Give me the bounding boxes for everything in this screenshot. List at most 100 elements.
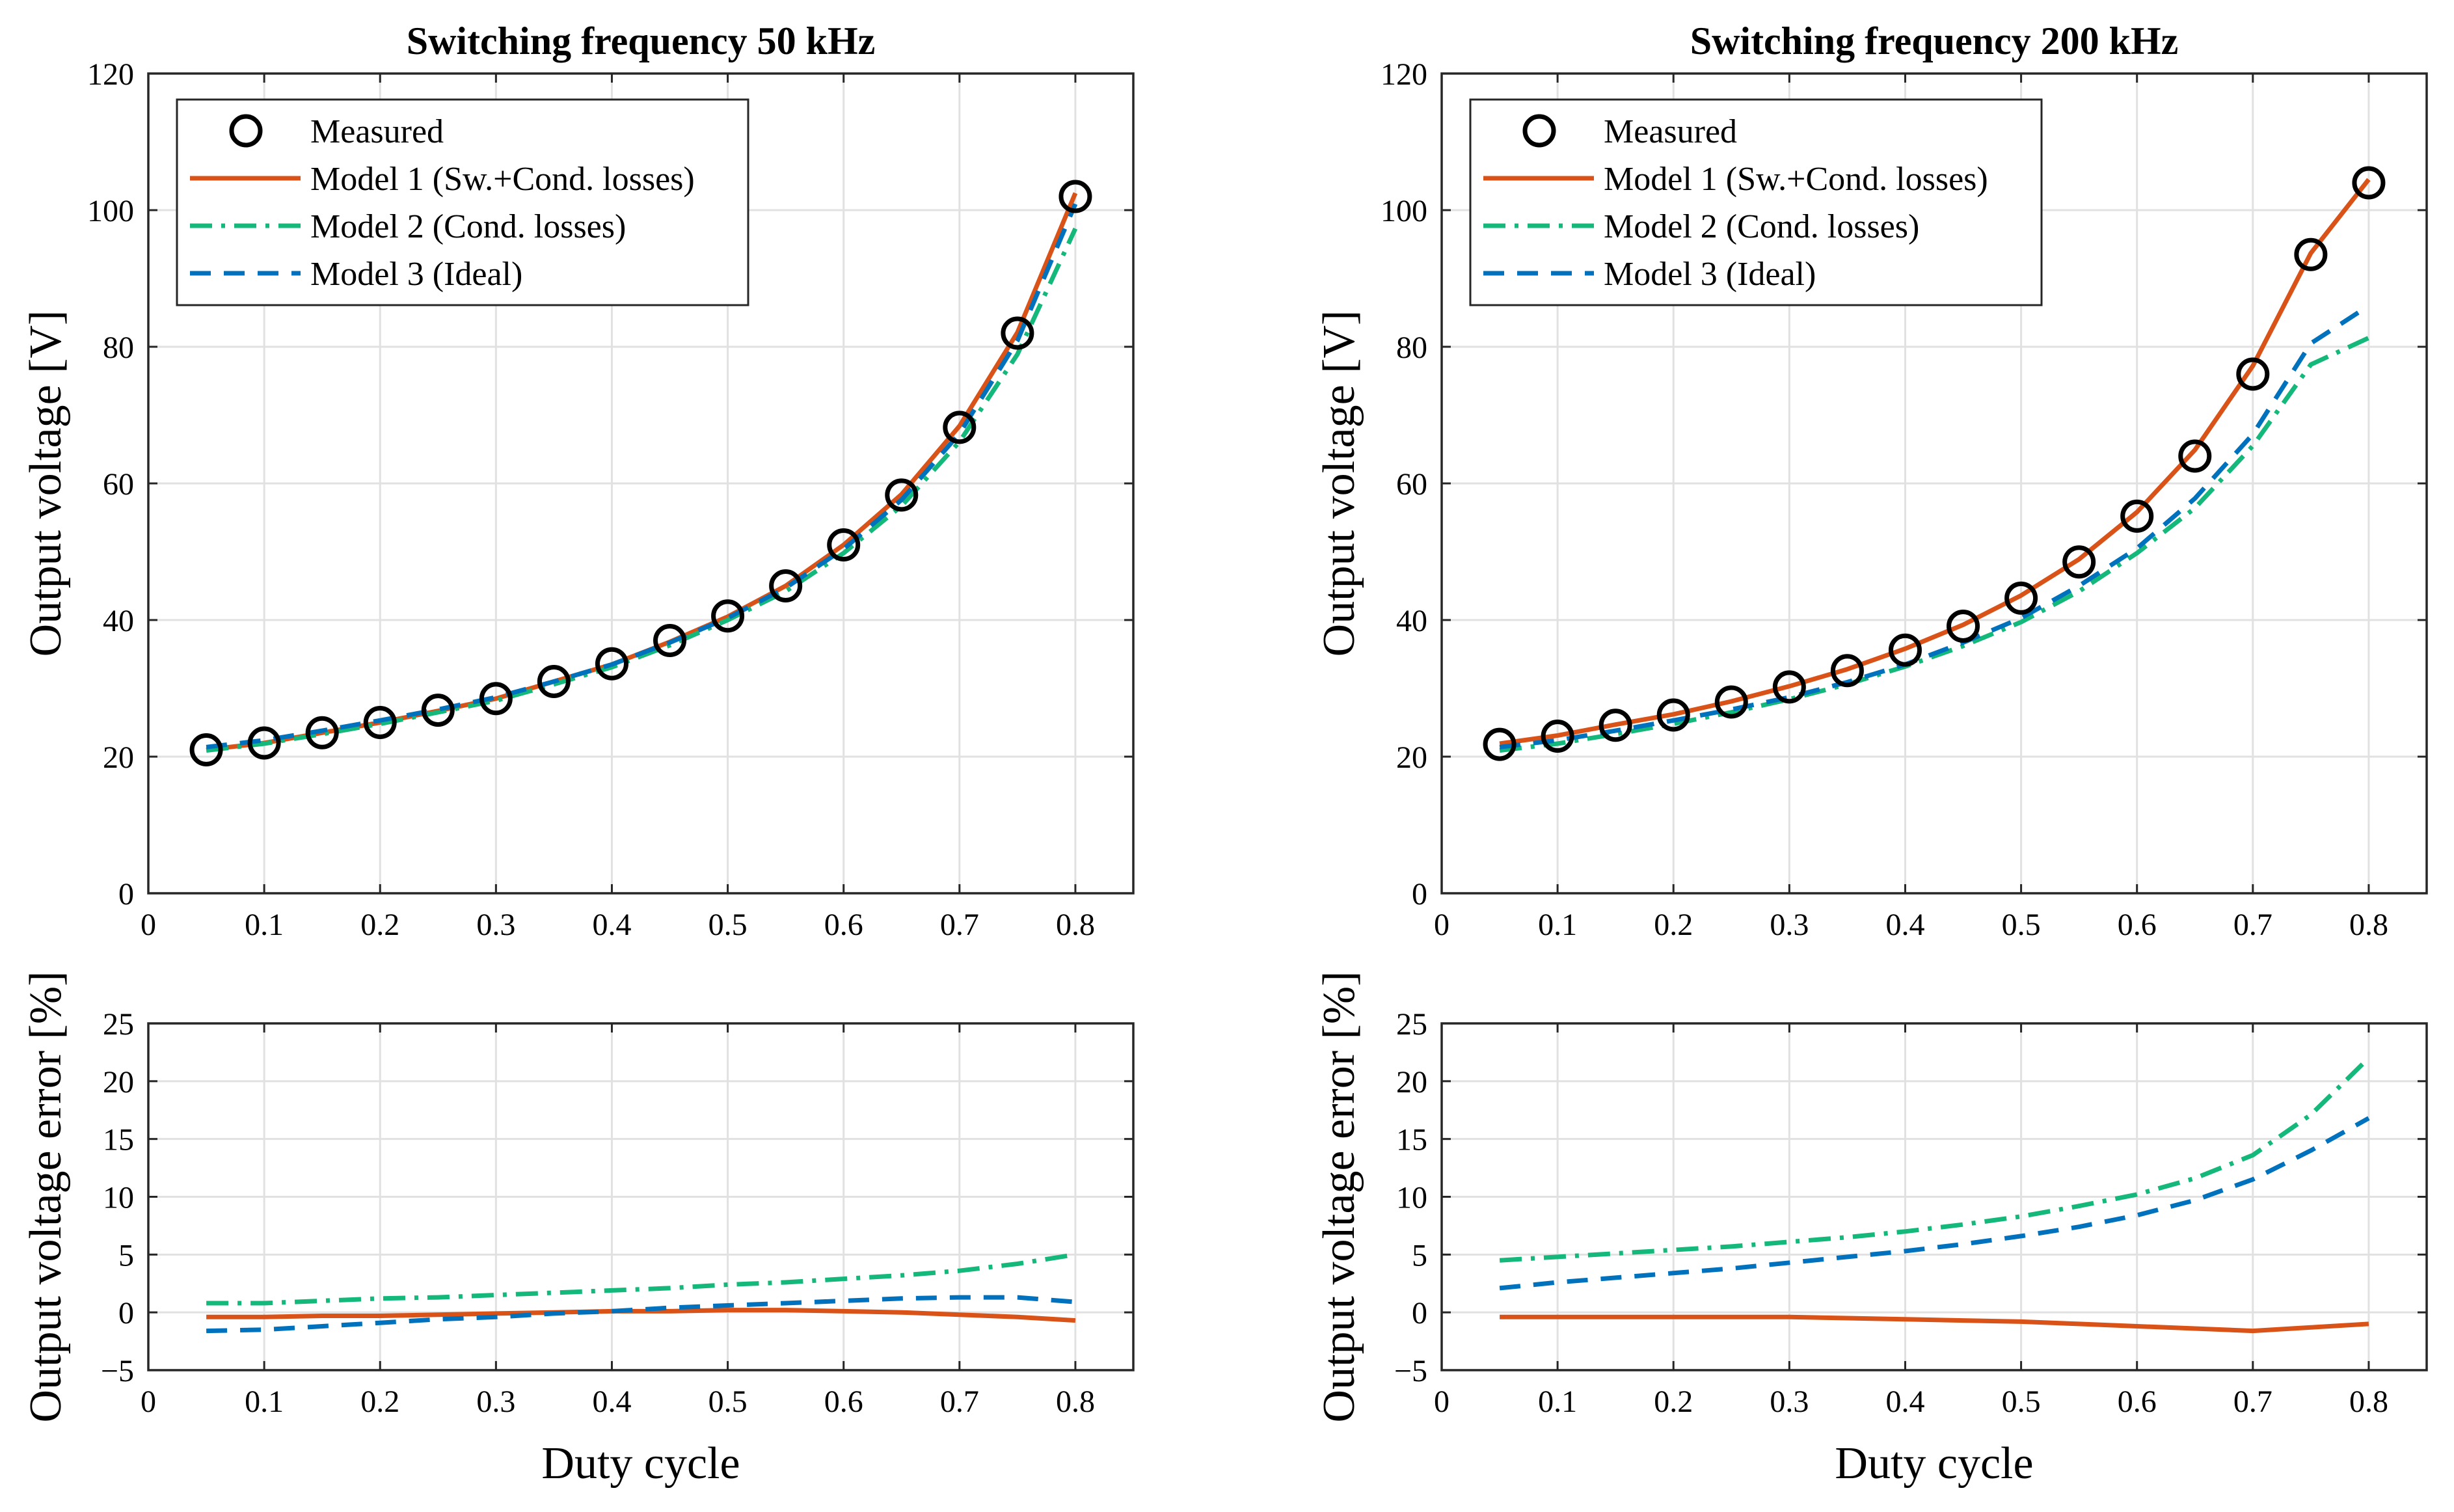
chart-title: Switching frequency 200 kHz bbox=[1690, 20, 2179, 62]
legend-box bbox=[1469, 98, 2043, 306]
series-line-dashed bbox=[206, 203, 1078, 749]
legend-marker-measured bbox=[229, 114, 263, 148]
legend-box bbox=[176, 98, 749, 306]
x-tick-label: 0.7 bbox=[940, 908, 979, 942]
x-tick-label: 0.7 bbox=[2233, 908, 2272, 942]
measured-point bbox=[1714, 685, 1748, 719]
measured-point bbox=[2004, 581, 2038, 615]
y-tick-label: 15 bbox=[103, 1123, 134, 1157]
series-line-dashdot bbox=[206, 1252, 1076, 1306]
chart-bottom-right: 0 0.1 0.2 0.3 0.4 0.5 0.6 0.7 0.8−50510152025Dut… bbox=[1314, 971, 2428, 1489]
legend: Measured Model 1 (Sw.+Cond. losses) Model … bbox=[176, 98, 749, 306]
legend-label: Model 2 (Cond. losses) bbox=[1604, 208, 1919, 245]
y-tick-label: 120 bbox=[1381, 57, 1427, 92]
measured-point bbox=[885, 478, 919, 512]
x-tick-label: 0.5 bbox=[708, 908, 748, 942]
y-tick-label: 5 bbox=[1412, 1238, 1427, 1273]
x-tick-label: 0.3 bbox=[476, 908, 515, 942]
y-tick-label: 40 bbox=[103, 604, 134, 638]
y-tick-label: 10 bbox=[1396, 1181, 1427, 1215]
measured-point bbox=[189, 733, 223, 766]
measured-point bbox=[1656, 698, 1690, 732]
measured-point bbox=[537, 665, 571, 698]
x-tick-label: 0.3 bbox=[1770, 1384, 1809, 1419]
y-tick-label: 20 bbox=[1396, 1065, 1427, 1100]
measured-point bbox=[1483, 727, 1517, 761]
series-line-dashdot bbox=[206, 227, 1078, 753]
measured-point bbox=[479, 682, 513, 716]
y-axis-label: Output voltage error [%] bbox=[1314, 971, 1364, 1423]
x-tick-label: 0.7 bbox=[2233, 1384, 2272, 1419]
x-tick-label: 0.6 bbox=[2118, 1384, 2157, 1419]
legend-label: Model 1 (Sw.+Cond. losses) bbox=[1604, 161, 1988, 198]
legend-label: Measured bbox=[310, 113, 444, 150]
y-tick-label: 0 bbox=[118, 1296, 134, 1330]
series-line-dashed bbox=[206, 1295, 1076, 1334]
y-tick-label: 15 bbox=[1396, 1123, 1427, 1157]
measured-point bbox=[2178, 439, 2212, 473]
measured-point bbox=[1058, 180, 1092, 213]
x-tick-label: 0 bbox=[141, 908, 156, 942]
measured-point bbox=[2062, 545, 2096, 579]
x-tick-label: 0 bbox=[1434, 1384, 1449, 1419]
x-tick-label: 0.7 bbox=[940, 1384, 979, 1419]
y-tick-label: 0 bbox=[118, 877, 134, 911]
x-tick-label: 0.1 bbox=[245, 1384, 284, 1419]
x-tick-label: 0.3 bbox=[1770, 908, 1809, 942]
y-tick-label: 10 bbox=[103, 1181, 134, 1215]
series-line-solid bbox=[1499, 178, 2371, 746]
y-tick-label: 120 bbox=[87, 57, 134, 92]
x-tick-label: 0.6 bbox=[824, 908, 863, 942]
y-tick-label: −5 bbox=[1394, 1354, 1427, 1388]
x-axis-label: Duty cycle bbox=[1835, 1438, 2033, 1489]
measured-point bbox=[595, 647, 628, 681]
y-tick-label: 0 bbox=[1412, 877, 1427, 911]
series-line-solid bbox=[206, 1308, 1076, 1323]
x-tick-label: 0.4 bbox=[592, 908, 631, 942]
measured-point bbox=[653, 624, 687, 657]
measured-point bbox=[1001, 316, 1034, 350]
x-tick-label: 0.3 bbox=[476, 1384, 515, 1419]
measured-point bbox=[827, 528, 861, 561]
x-tick-label: 0.2 bbox=[360, 908, 399, 942]
legend-label: Model 2 (Cond. losses) bbox=[310, 208, 626, 245]
x-tick-label: 0.6 bbox=[824, 1384, 863, 1419]
x-tick-label: 0.8 bbox=[2349, 908, 2388, 942]
x-tick-label: 0.5 bbox=[2002, 1384, 2041, 1419]
x-tick-label: 0.6 bbox=[2118, 908, 2157, 942]
legend-label: Model 3 (Ideal) bbox=[310, 256, 522, 293]
x-tick-label: 0.4 bbox=[1885, 908, 1924, 942]
measured-point bbox=[1888, 633, 1922, 667]
series-line-dashed bbox=[1499, 304, 2370, 749]
series-line-dashdot bbox=[1499, 1056, 2371, 1263]
measured-point bbox=[305, 716, 339, 749]
measured-point bbox=[943, 411, 977, 444]
y-tick-label: 20 bbox=[103, 1065, 134, 1100]
x-tick-label: 0.5 bbox=[708, 1384, 748, 1419]
y-tick-label: 0 bbox=[1412, 1296, 1427, 1330]
measured-point bbox=[363, 706, 397, 739]
legend-label: Model 3 (Ideal) bbox=[1604, 256, 1816, 293]
measured-point bbox=[711, 599, 745, 633]
series-line-solid bbox=[1500, 1314, 2369, 1334]
measured-point bbox=[2352, 166, 2386, 200]
chart-title: Switching frequency 50 kHz bbox=[407, 20, 876, 62]
measured-point bbox=[247, 726, 281, 760]
measured-point bbox=[1830, 654, 1864, 688]
x-tick-label: 0.1 bbox=[1538, 908, 1577, 942]
x-tick-label: 0 bbox=[141, 1384, 156, 1419]
y-tick-label: 25 bbox=[103, 1007, 134, 1042]
legend-marker-measured bbox=[1522, 114, 1556, 148]
legend: Measured Model 1 (Sw.+Cond. losses) Model … bbox=[1469, 98, 2043, 306]
measured-point bbox=[1947, 609, 1980, 643]
y-tick-label: 60 bbox=[103, 467, 134, 502]
series-line-dashdot bbox=[1499, 336, 2370, 753]
x-tick-label: 0.4 bbox=[1885, 1384, 1924, 1419]
x-tick-label: 0.2 bbox=[1654, 1384, 1693, 1419]
y-tick-label: −5 bbox=[101, 1354, 134, 1388]
y-tick-label: 100 bbox=[1381, 194, 1427, 228]
y-tick-label: 40 bbox=[1396, 604, 1427, 638]
legend-label: Model 1 (Sw.+Cond. losses) bbox=[310, 161, 695, 198]
chart-top-right: 0 0.1 0.2 0.3 0.4 0.5 0.6 0.7 0.8 0 20 40 60 80 100 120… bbox=[1314, 20, 2428, 942]
